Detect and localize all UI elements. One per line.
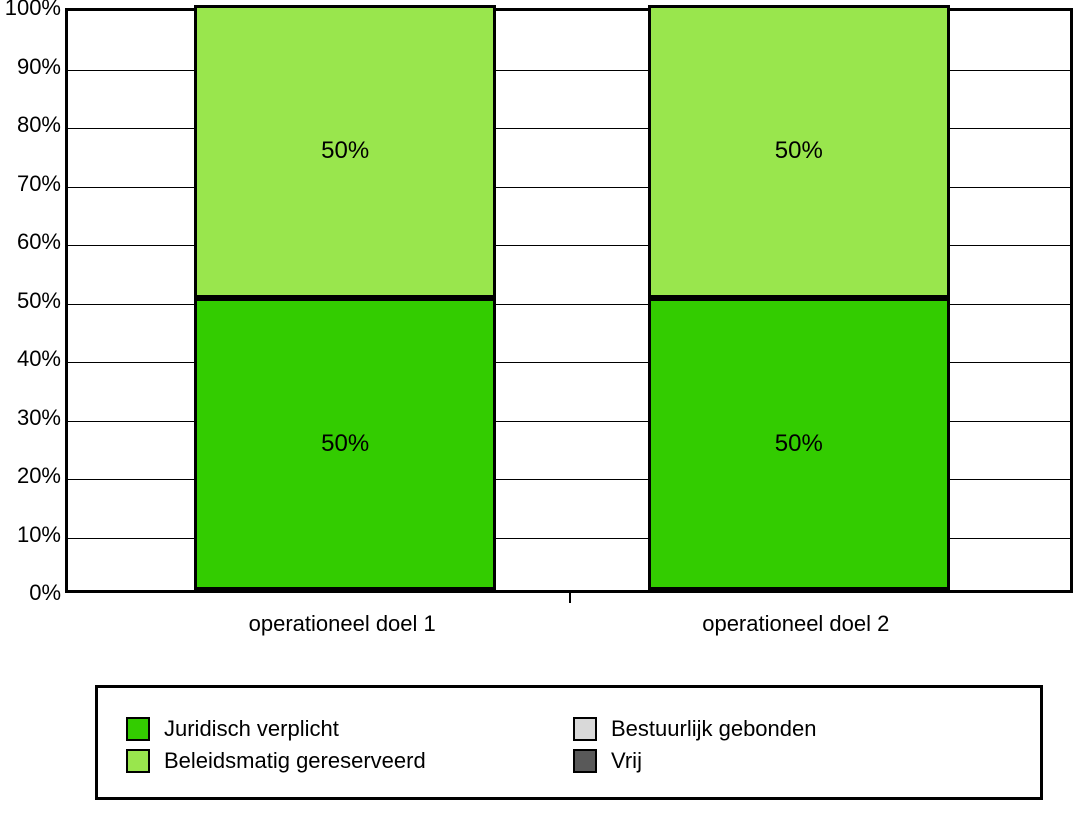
bar-group: 50%50%	[194, 11, 496, 590]
legend-swatch	[126, 749, 150, 773]
legend-swatch	[126, 717, 150, 741]
bar-segment: 50%	[648, 298, 950, 591]
y-tick-label: 40%	[17, 346, 61, 372]
legend-label: Juridisch verplicht	[164, 716, 339, 742]
y-tick-label: 100%	[5, 0, 61, 21]
bar-group: 50%50%	[648, 11, 950, 590]
bar-segment: 50%	[194, 298, 496, 591]
y-tick-label: 50%	[17, 288, 61, 314]
chart-plot-area: 50%50%50%50%	[65, 8, 1073, 593]
y-tick-label: 30%	[17, 405, 61, 431]
y-tick-label: 20%	[17, 463, 61, 489]
y-tick-label: 70%	[17, 171, 61, 197]
legend-box: Juridisch verplicht Bestuurlijk gebonden B…	[95, 685, 1043, 800]
y-tick-label: 80%	[17, 112, 61, 138]
y-tick-label: 10%	[17, 522, 61, 548]
legend-label: Bestuurlijk gebonden	[611, 716, 816, 742]
legend-item: Vrij	[573, 745, 1020, 777]
legend-item: Juridisch verplicht	[126, 713, 573, 745]
y-tick-label: 0%	[29, 580, 61, 606]
legend-label: Vrij	[611, 748, 642, 774]
legend-label: Beleidsmatig gereserveerd	[164, 748, 426, 774]
x-tick-label: operationeel doel 2	[646, 611, 946, 637]
legend-item: Beleidsmatig gereserveerd	[126, 745, 573, 777]
bar-segment: 50%	[194, 5, 496, 298]
x-tick-label: operationeel doel 1	[192, 611, 492, 637]
y-tick-label: 60%	[17, 229, 61, 255]
legend-swatch	[573, 717, 597, 741]
bar-segment: 50%	[648, 5, 950, 298]
legend-item: Bestuurlijk gebonden	[573, 713, 1020, 745]
x-tick-mark	[569, 593, 571, 603]
y-tick-label: 90%	[17, 54, 61, 80]
legend-swatch	[573, 749, 597, 773]
